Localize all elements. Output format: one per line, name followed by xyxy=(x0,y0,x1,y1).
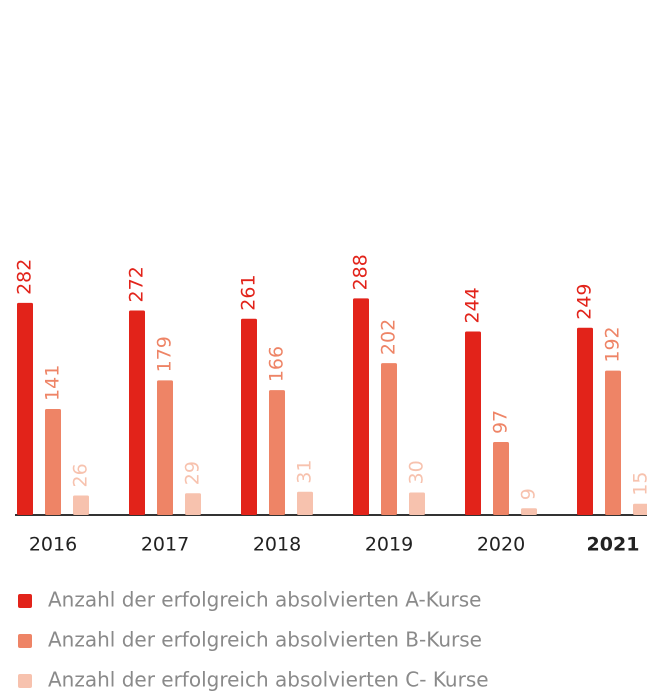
bar xyxy=(353,298,369,515)
bar xyxy=(73,495,89,515)
x-tick-label: 2019 xyxy=(365,534,413,556)
bar xyxy=(577,327,593,515)
value-label: 30 xyxy=(406,460,428,484)
bar xyxy=(157,380,173,515)
x-tick-label: 2017 xyxy=(141,534,189,556)
legend-label: Anzahl der erfolgreich absolvierten B-Ku… xyxy=(48,628,482,652)
value-label: 9 xyxy=(518,488,540,500)
bar xyxy=(241,318,257,515)
bar xyxy=(269,390,285,515)
bar xyxy=(633,503,647,515)
value-label: 166 xyxy=(266,346,288,382)
legend-label: Anzahl der erfolgreich absolvierten C- K… xyxy=(48,668,489,692)
value-label: 26 xyxy=(70,463,92,487)
bar xyxy=(45,408,61,515)
bar xyxy=(409,492,425,515)
value-label: 29 xyxy=(182,461,204,485)
bar xyxy=(381,363,397,515)
legend-label: Anzahl der erfolgreich absolvierten A-Ku… xyxy=(48,588,481,612)
value-label: 249 xyxy=(574,283,596,319)
value-label: 15 xyxy=(630,472,647,496)
bar xyxy=(129,310,145,515)
value-label: 244 xyxy=(462,287,484,323)
bar xyxy=(17,302,33,515)
bar xyxy=(605,370,621,515)
value-label: 31 xyxy=(294,460,316,484)
value-label: 282 xyxy=(14,259,36,295)
value-label: 272 xyxy=(126,266,148,302)
value-label: 97 xyxy=(490,410,512,434)
value-label: 192 xyxy=(602,326,624,362)
value-label: 288 xyxy=(350,254,372,290)
bar xyxy=(465,331,481,515)
legend-swatch xyxy=(18,674,32,688)
bar xyxy=(297,491,313,515)
legend-swatch xyxy=(18,634,32,648)
value-label: 202 xyxy=(378,319,400,355)
bar xyxy=(185,493,201,515)
bar xyxy=(493,442,509,515)
value-label: 261 xyxy=(238,274,260,310)
x-tick-label: 2021 xyxy=(587,534,640,556)
value-label: 179 xyxy=(154,336,176,372)
x-tick-label: 2018 xyxy=(253,534,301,556)
x-tick-label: 2020 xyxy=(477,534,525,556)
value-label: 141 xyxy=(42,365,64,401)
bar xyxy=(521,508,537,515)
x-tick-label: 2016 xyxy=(29,534,77,556)
legend-swatch xyxy=(18,594,32,608)
